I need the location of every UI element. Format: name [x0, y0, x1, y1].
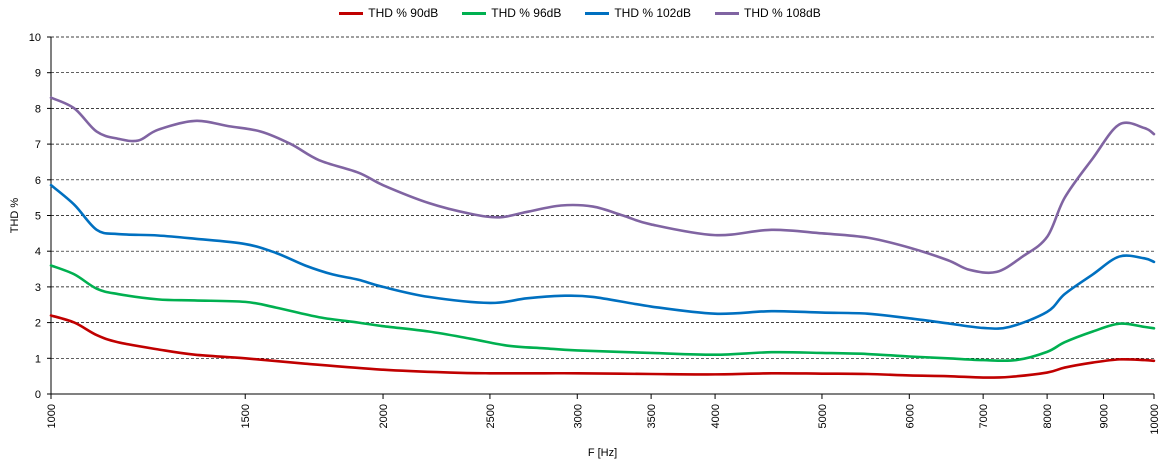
x-tick-label: 4000 — [710, 404, 722, 428]
series-line-4 — [49, 96, 1156, 275]
legend-label: THD % 102dB — [614, 6, 692, 20]
legend-label: THD % 96dB — [491, 6, 562, 20]
y-tick-label: 8 — [35, 103, 41, 115]
legend-item-1: THD % 90dB — [339, 6, 438, 20]
legend-label: THD % 90dB — [368, 6, 439, 20]
x-tick-label: 2500 — [485, 404, 497, 428]
legend-swatch — [339, 11, 364, 15]
legend-swatch — [715, 11, 740, 15]
legend-swatch — [462, 11, 487, 15]
y-tick-label: 4 — [35, 246, 41, 258]
y-tick-label: 6 — [35, 175, 41, 187]
x-tick-label: 8000 — [1042, 404, 1054, 428]
y-tick-label: 1 — [35, 353, 41, 365]
y-axis-label: THD % — [9, 198, 21, 234]
x-tick-label: 5000 — [817, 404, 829, 428]
series-line-3 — [49, 183, 1156, 330]
y-tick-label: 3 — [35, 282, 41, 294]
legend-item-3: THD % 102dB — [585, 6, 691, 20]
legend-label: THD % 108dB — [744, 6, 821, 20]
x-tick-label: 7000 — [978, 404, 990, 428]
x-tick-label: 1000 — [46, 404, 58, 428]
series-line-2 — [49, 264, 1156, 363]
x-tick-label: 1500 — [240, 404, 252, 428]
x-tick-label: 3500 — [646, 404, 658, 428]
legend-swatch — [585, 11, 610, 15]
x-tick-label: 6000 — [904, 404, 916, 428]
y-tick-label: 10 — [29, 32, 41, 44]
y-tick-label: 5 — [35, 211, 41, 223]
y-tick-label: 9 — [35, 68, 41, 80]
x-tick-label: 10000 — [1149, 404, 1160, 435]
x-tick-label: 9000 — [1099, 404, 1111, 428]
series-line-1 — [49, 314, 1156, 379]
x-axis-label: F [Hz] — [588, 447, 617, 459]
y-tick-label: 2 — [35, 318, 41, 330]
x-tick-label: 3000 — [572, 404, 584, 428]
legend-item-2: THD % 96dB — [462, 6, 561, 20]
legend: THD % 90dB THD % 96dB THD % 102dB THD % 108… — [0, 4, 1160, 22]
y-tick-label: 7 — [35, 139, 41, 151]
x-tick-label: 2000 — [378, 404, 390, 428]
y-tick-label: 0 — [35, 389, 41, 401]
legend-item-4: THD % 108dB — [715, 6, 821, 20]
